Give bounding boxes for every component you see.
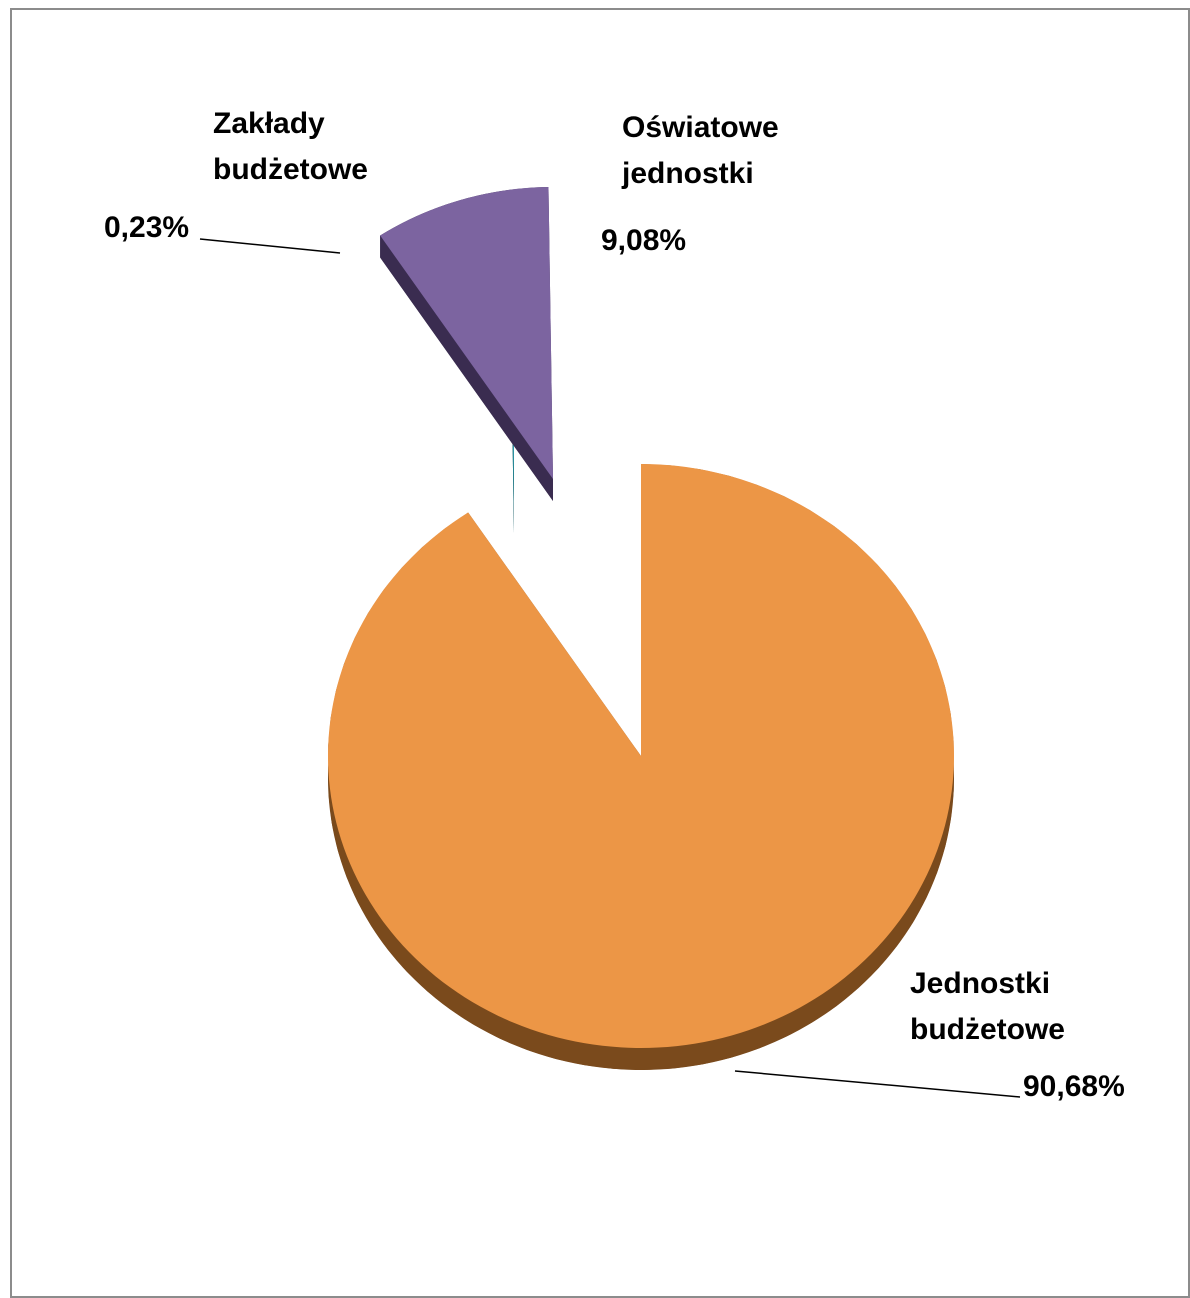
label-oswiatowe-jednostki-name-line-1: Oświatowe (622, 111, 779, 144)
slice-oswiatowe-jednostki (380, 187, 553, 501)
label-jednostki-budzetowe-leader-line (734, 1070, 1021, 1098)
label-zaklady-budzetowe-name-line-1: Zakłady (213, 107, 325, 140)
label-zaklady-budzetowe-name-line-2: budżetowe (213, 153, 368, 186)
label-oswiatowe-jednostki-name-line-2: jednostki (621, 157, 754, 190)
slice-oswiatowe-jednostki-face (380, 187, 553, 479)
slice-jednostki-budzetowe-face (327, 464, 954, 1048)
slice-jednostki-budzetowe (327, 464, 955, 1070)
chart-frame (10, 8, 1190, 1298)
slice-oswiatowe-jednostki-edge-0 (380, 235, 553, 501)
label-jednostki-budzetowe-name-line-2: budżetowe (910, 1013, 1065, 1046)
label-jednostki-budzetowe-name-line-1: Jednostki (910, 967, 1050, 1000)
label-zaklady-budzetowe-leader-line (199, 238, 341, 254)
label-zaklady-budzetowe-value: 0,23% (104, 211, 189, 244)
label-oswiatowe-jednostki-value: 9,08% (601, 224, 686, 257)
label-jednostki-budzetowe-value: 90,68% (1023, 1070, 1125, 1103)
